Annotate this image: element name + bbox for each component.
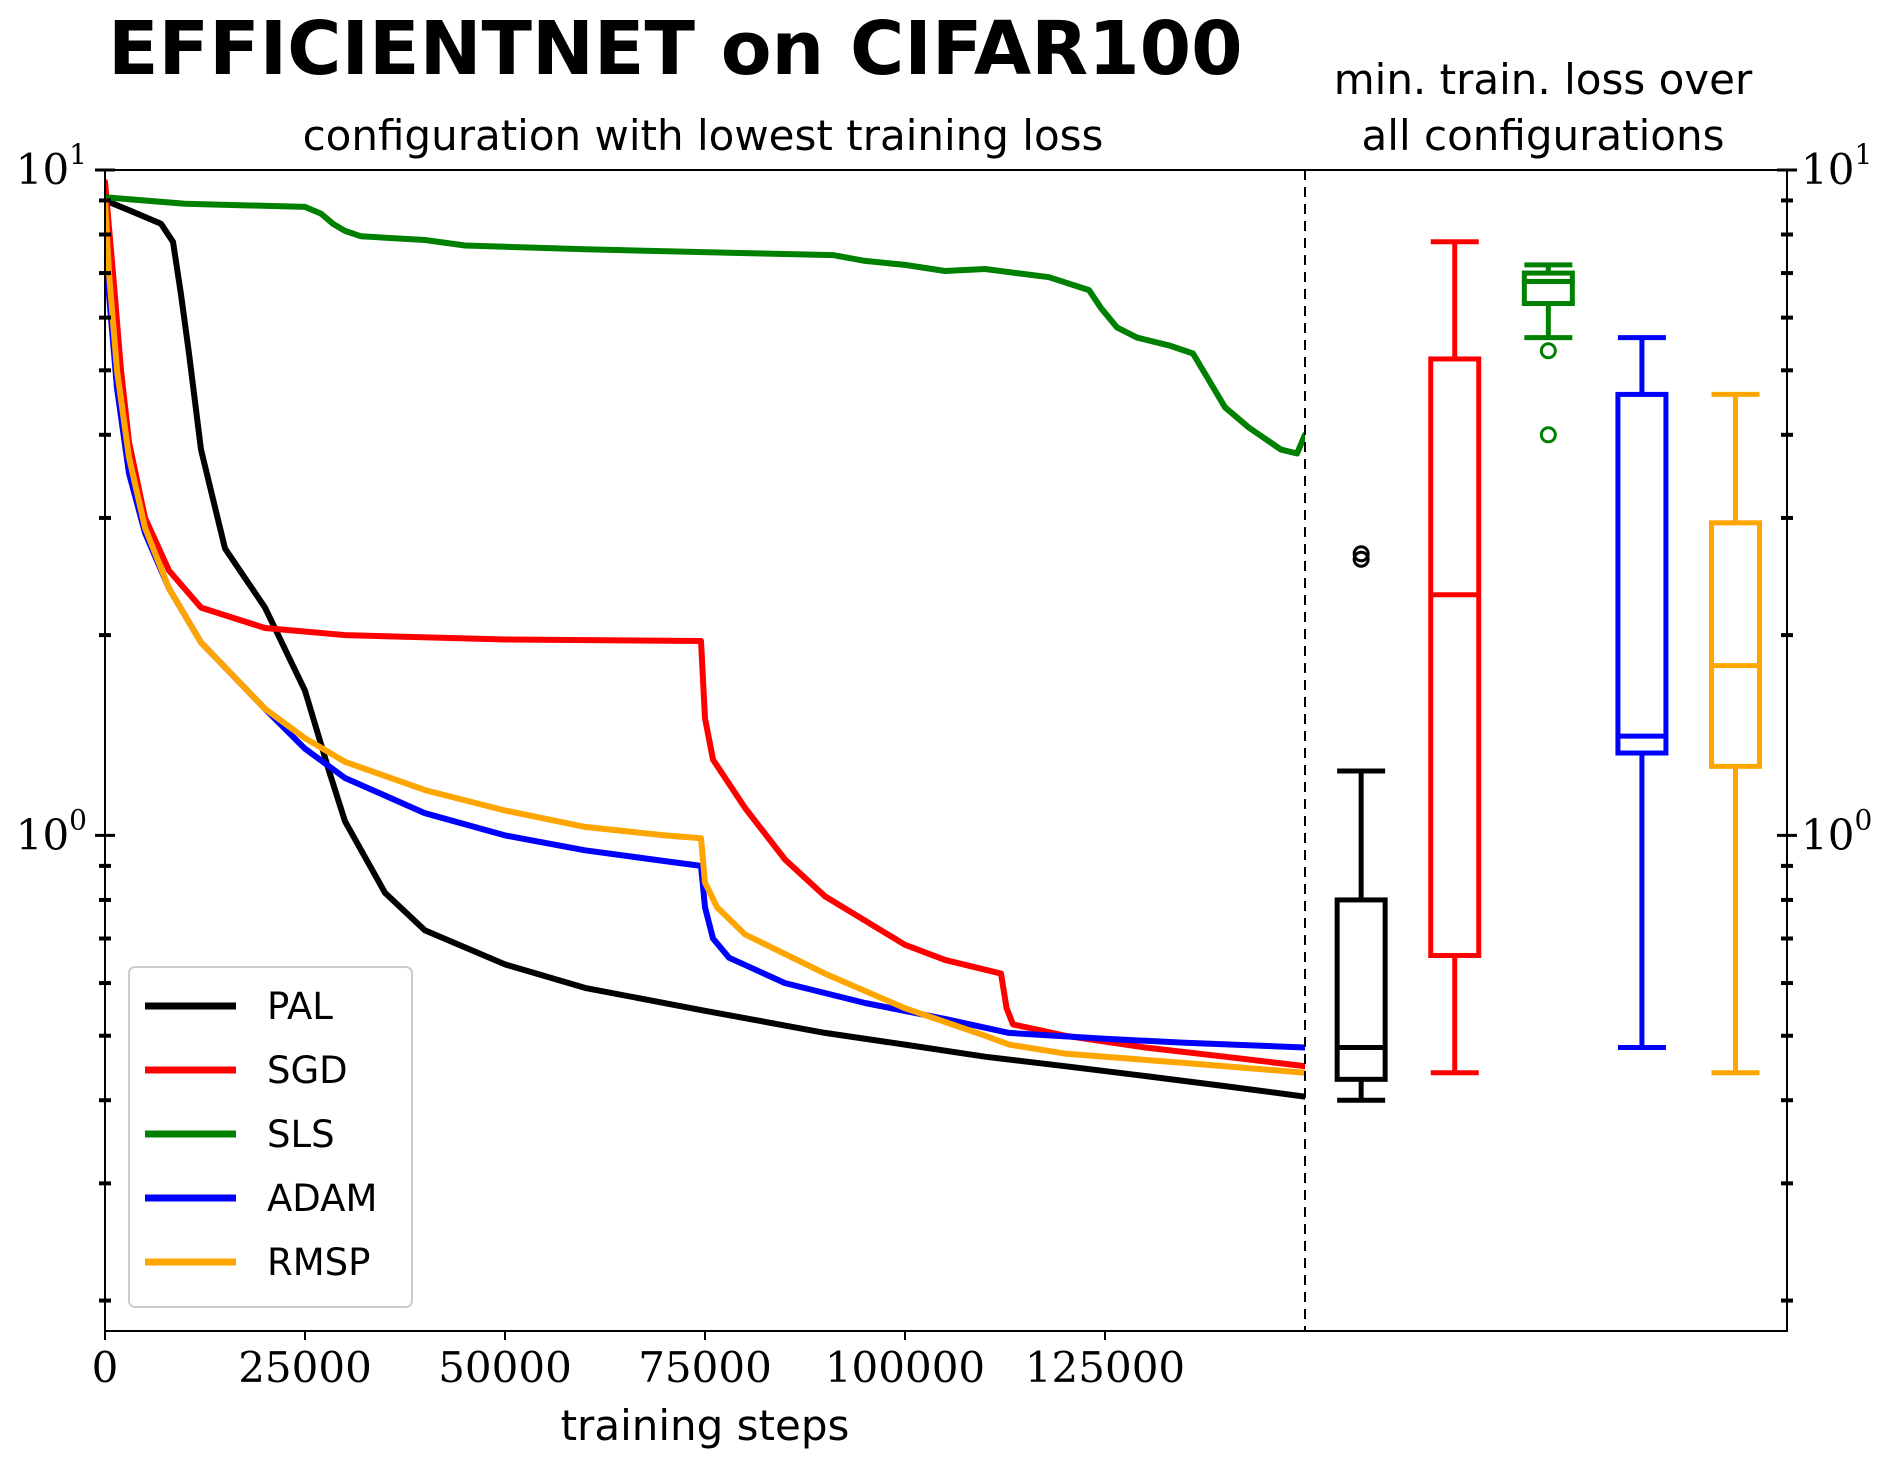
box-sls [1521, 262, 1575, 444]
series-line-adam [105, 197, 1305, 1051]
legend-label: SLS [267, 1113, 335, 1156]
box-panel-title-line-2: all configurations [1362, 111, 1725, 160]
legend-item-adam: ADAM [145, 1177, 377, 1220]
x-axis-label: training steps [561, 1401, 850, 1450]
legend-label: PAL [267, 985, 333, 1028]
box-pal [1334, 545, 1388, 1103]
series-line-pal [105, 197, 1305, 1100]
x-tick-label: 25000 [238, 1343, 372, 1392]
legend: PAL SGD SLS ADAM RMSP [128, 966, 413, 1308]
legend-label: ADAM [267, 1177, 377, 1220]
box-adam [1615, 335, 1669, 1051]
series-line-sgd [105, 178, 1305, 1070]
legend-item-sls: SLS [145, 1113, 335, 1156]
y-tick-label-right: 100 [1801, 803, 1872, 859]
box-sgd [1428, 239, 1482, 1076]
legend-frame [128, 966, 413, 1308]
box-panel-title-line-1: min. train. loss over [1334, 55, 1753, 104]
y-tick-label-left: 100 [16, 803, 87, 859]
axes-layer [104, 169, 1788, 1332]
line-series-layer [105, 178, 1305, 1100]
x-tick-label: 75000 [638, 1343, 772, 1392]
box-iqr [1615, 391, 1669, 756]
line-panel-subtitle: configuration with lowest training loss [303, 111, 1104, 160]
series-line-rmsp [105, 197, 1305, 1076]
legend-item-rmsp: RMSP [145, 1241, 370, 1284]
legend-label: RMSP [267, 1241, 370, 1284]
chart-title: EFFICIENTNET on CIFAR100 [108, 6, 1243, 92]
x-tick-label: 100000 [825, 1343, 985, 1392]
x-tick-label: 50000 [438, 1343, 572, 1392]
box-iqr [1334, 897, 1388, 1082]
outlier-point [1539, 342, 1557, 360]
box-iqr [1428, 356, 1482, 959]
legend-item-pal: PAL [145, 985, 333, 1028]
legend-label: SGD [267, 1049, 348, 1092]
box-iqr [1521, 270, 1575, 307]
box-rmsp [1709, 391, 1763, 1076]
series-line-sls [105, 194, 1305, 457]
ticks-layer: 0 25000 50000 75000 100000 125000 101 100 101 100 [16, 138, 1873, 1392]
x-tick-label: 125000 [1025, 1343, 1185, 1392]
plot-frame [104, 169, 1788, 1332]
y-tick-label-left: 101 [16, 138, 87, 194]
legend-items: PAL SGD SLS ADAM RMSP [145, 985, 377, 1284]
y-tick-label-right: 101 [1801, 138, 1872, 194]
box-iqr [1709, 520, 1763, 769]
outlier-point [1352, 545, 1370, 563]
outlier-point [1352, 550, 1370, 568]
legend-item-sgd: SGD [145, 1049, 348, 1092]
outlier-point [1539, 426, 1557, 444]
box-plot-layer [1334, 239, 1763, 1103]
x-tick-label: 0 [92, 1343, 119, 1392]
